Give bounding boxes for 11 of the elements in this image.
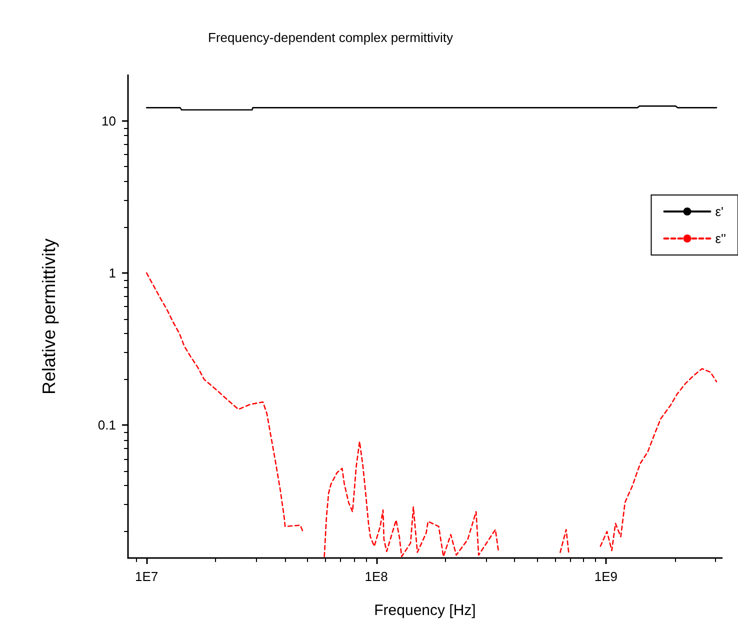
y-tick-label: 10: [102, 113, 116, 128]
y-tick-label: 1: [108, 265, 116, 280]
legend-label: ε': [715, 204, 724, 219]
y-tick-label: 0.1: [98, 418, 116, 433]
y-axis-title: Relative permittivity: [39, 238, 59, 395]
x-tick-label: 1E9: [594, 569, 618, 584]
chart-title: Frequency-dependent complex permittivity: [208, 30, 454, 45]
legend-label: ε'': [715, 231, 726, 246]
x-tick-label: 1E8: [364, 569, 388, 584]
x-axis-title: Frequency [Hz]: [374, 602, 476, 619]
x-tick-label: 1E7: [135, 569, 158, 584]
